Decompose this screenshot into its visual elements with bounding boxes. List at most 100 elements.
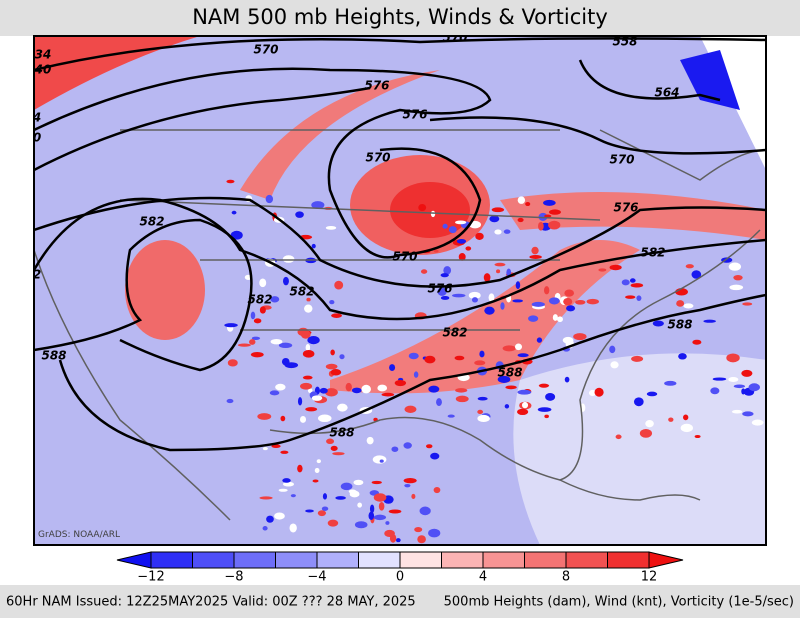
vorticity-speck [465,246,472,251]
vorticity-speck [489,215,500,223]
contour-label: 570 [392,250,417,264]
contour-labels: 570 570 558 576 576 564 570 570 576 582 570 582 582 5… [32,35,693,440]
vorticity-speck [337,403,348,412]
vorticity-speck [297,464,303,473]
vorticity-speck [302,375,313,380]
vorticity-speck [250,351,264,358]
vorticity-speck [403,442,412,449]
vorticity-speck [259,496,273,500]
vorticity-speck [726,353,740,363]
vorticity-speck [388,509,402,514]
contour-label: 588 [329,426,354,440]
vorticity-speck [692,339,702,345]
vorticity-speck [424,355,436,364]
contour-label: 570 [253,43,278,57]
vorticity-speck [488,293,495,302]
vorticity-speck [428,385,440,393]
vorticity-speck [426,444,433,449]
vorticity-speck [304,304,313,313]
vorticity-speck [631,355,644,362]
colorbar-cell [482,551,525,569]
vorticity-area [513,353,766,545]
vorticity-speck [502,345,516,352]
contour-label: 0 [33,131,41,145]
vorticity-speck [231,210,237,215]
vorticity-speck [331,313,342,318]
vorticity-speck [503,229,511,234]
vorticity-speck [494,262,506,267]
vorticity-speck [299,416,307,423]
vorticity-speck [437,287,447,296]
vorticity-speck [609,345,616,354]
vorticity-speck [278,342,293,349]
colorbar-cell [150,551,193,569]
vorticity-speck [515,281,521,289]
vorticity-speck [351,387,362,394]
vorticity-speck [544,214,552,218]
vorticity-speck [314,467,320,474]
vorticity-speck [517,353,529,358]
colorbar-label: 12 [641,570,658,585]
vorticity-speck [411,493,416,499]
vorticity-speck [307,388,313,394]
vorticity-speck [564,376,570,383]
vorticity-speck [496,269,501,274]
vorticity-speck [395,538,401,543]
vorticity-speck [728,262,742,271]
vorticity-speck [741,388,746,395]
vorticity-speck [250,311,256,320]
footer-left: 60Hr NAM Issued: 12Z25MAY2025 Valid: 00Z… [6,595,416,610]
vorticity-speck [307,336,320,345]
colorbar-label: 4 [479,570,487,585]
vorticity-speck [703,319,716,323]
vorticity-speck [282,255,295,263]
vorticity-speck [545,393,556,401]
vorticity-speck [448,226,457,234]
vorticity-speck [330,369,342,376]
vorticity-speck [537,407,552,412]
contour-label: 2 [33,268,41,282]
vorticity-speck [471,297,478,303]
vorticity-speck [369,504,375,514]
vorticity-speck [330,349,335,356]
colorbar-cell [648,551,684,569]
contour-label: 34 [35,48,52,62]
vorticity-speck [491,207,505,213]
vorticity-speck [538,221,544,231]
title-bar [0,0,800,36]
vorticity-speck [531,301,545,307]
contour-label: 588 [41,349,66,363]
vorticity-speck [645,420,654,428]
contour-label: 4 [32,111,41,125]
credit: GrADS: NOAA/ARL [38,530,120,540]
vorticity-speck [335,496,346,500]
vorticity-speck [378,502,385,511]
vorticity-speck [455,388,468,393]
contour-label: 582 [442,326,467,340]
vorticity-speck [325,225,337,230]
vorticity-area [240,70,440,200]
vorticity-speck [321,506,329,511]
vorticity-speck [609,264,622,271]
vorticity-speck [733,384,746,389]
vorticity-speck [512,299,523,303]
vorticity-speck [433,486,441,494]
vorticity-speck [330,445,338,451]
contour-label: 582 [247,293,272,307]
vorticity-speck [729,284,744,291]
vorticity-speck [636,295,642,301]
vorticity-speck [594,387,604,397]
vorticity-speck [317,414,332,423]
contour-label: 558 [612,35,637,49]
vorticity-speck [615,434,622,440]
contour-label: 576 [402,108,427,122]
vorticity-speck [563,297,573,306]
contour-label: 576 [613,201,638,215]
contour-label: 582 [640,246,665,260]
vorticity-speck [339,354,345,360]
vorticity-speck [741,369,753,377]
vorticity-speck [454,355,465,361]
contour-label: 40 [34,63,52,77]
vorticity-speck [633,397,644,407]
